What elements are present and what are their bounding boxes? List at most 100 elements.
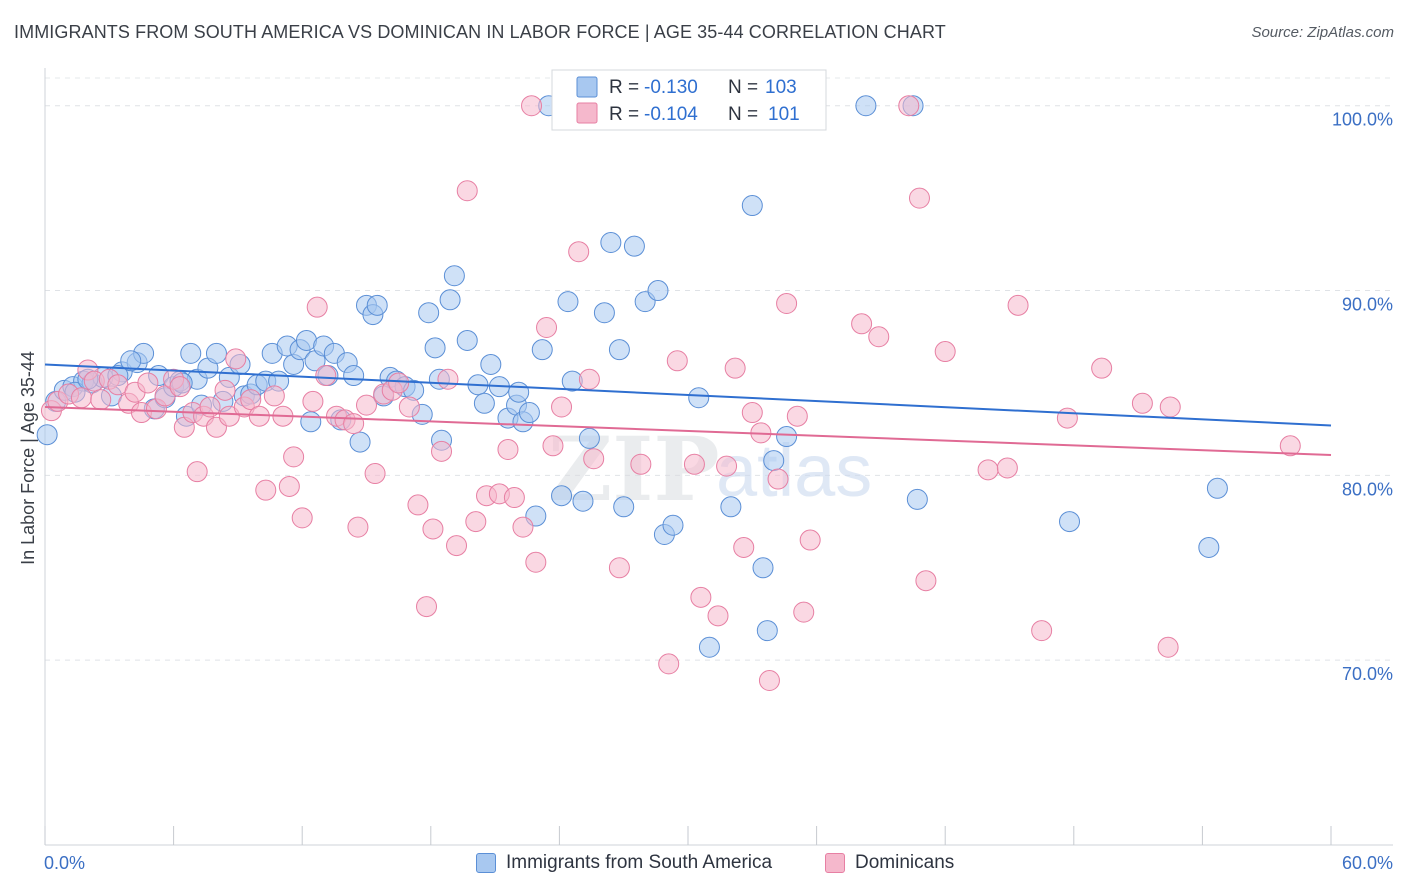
legend-r-value-2: -0.104 (644, 104, 698, 125)
dominicans-point-48 (407, 494, 429, 516)
legend-n-value-1: 103 (765, 77, 797, 98)
immigrants-point-89 (776, 426, 798, 448)
legend-swatch-pink (576, 102, 598, 124)
dominicans-point-40 (343, 413, 365, 435)
trend-line-immigrants (44, 363, 1332, 427)
dominicans-point-27 (240, 389, 262, 411)
immigrants-point-58 (473, 392, 495, 414)
dominicans-point-71 (658, 653, 680, 675)
immigrants-point-77 (623, 235, 645, 257)
dominicans-point-86 (799, 529, 821, 551)
immigrants-point-73 (593, 302, 615, 324)
y-tick-label-2: 80.0% (1342, 479, 1393, 499)
immigrants-point-92 (906, 488, 928, 510)
legend-swatch-dominicans (825, 853, 845, 873)
dominicans-point-70 (630, 453, 652, 475)
dominicans-point-43 (364, 463, 386, 485)
immigrants-point-83 (698, 636, 720, 658)
dominicans-point-58 (497, 438, 519, 460)
dominicans-point-85 (793, 601, 815, 623)
immigrants-point-95 (1206, 477, 1228, 499)
dominicans-point-30 (263, 385, 285, 407)
dominicans-point-60 (512, 516, 534, 538)
dominicans-point-72 (666, 350, 688, 372)
y-tick-labels: 100.0% 90.0% 80.0% 70.0% (1332, 110, 1393, 684)
immigrants-point-54 (439, 289, 461, 311)
source-label: Source: ZipAtlas.com (1251, 24, 1394, 41)
immigrants-point-86 (752, 557, 774, 579)
immigrants-point-68 (551, 485, 573, 507)
immigrants-point-81 (662, 514, 684, 536)
legend-r-value-1: -0.130 (644, 77, 698, 98)
axes (44, 68, 1393, 846)
dominicans-point-98 (1091, 357, 1113, 379)
immigrants-point-94 (1198, 536, 1220, 558)
dominicans-point-90 (908, 187, 930, 209)
y-tick-label-3: 70.0% (1342, 664, 1393, 684)
immigrants-point-71 (572, 490, 594, 512)
legend-r-label-1: R = (609, 77, 639, 98)
dominicans-point-12 (137, 372, 159, 394)
dominicans-point-79 (741, 402, 763, 424)
dominicans-point-76 (716, 455, 738, 477)
dominicans-point-97 (1056, 407, 1078, 429)
legend-item-immigrants: Immigrants from South America (476, 852, 772, 874)
dominicans-point-65 (551, 396, 573, 418)
dominicans-point-41 (347, 516, 369, 538)
dominicans-point-24 (218, 405, 240, 427)
dominicans-point-47 (398, 396, 420, 418)
immigrants-point-44 (366, 294, 388, 316)
dominicans-point-35 (302, 390, 324, 412)
dominicans-point-73 (683, 453, 705, 475)
chart-title: IMMIGRANTS FROM SOUTH AMERICA VS DOMINIC… (14, 22, 946, 42)
dominicans-point-77 (724, 357, 746, 379)
dominicans-point-81 (758, 670, 780, 692)
immigrants-point-66 (531, 339, 553, 361)
legend-n-label-2: N = (728, 104, 758, 125)
y-tick-label-1: 90.0% (1342, 295, 1393, 315)
immigrants-point-99 (120, 350, 142, 372)
dominicans-point-46 (388, 372, 410, 394)
immigrants-point-41 (349, 431, 371, 453)
immigrants-point-52 (424, 337, 446, 359)
dominicans-point-69 (608, 557, 630, 579)
dominicans-point-42 (356, 394, 377, 416)
immigrants-point-84 (720, 496, 742, 518)
immigrants-point-74 (600, 231, 622, 253)
dominicans-point-36 (306, 296, 328, 318)
immigrants-point-93 (1059, 511, 1081, 533)
dominicans-point-74 (690, 586, 712, 608)
immigrants-point-102 (300, 411, 322, 433)
dominicans-point-51 (431, 440, 453, 462)
legend-swatch-immigrants (476, 853, 496, 873)
dominicans-point-93 (977, 459, 999, 481)
dominicans-point-29 (255, 479, 277, 501)
dominicans-point-102 (1279, 435, 1301, 457)
bottom-legend: Immigrants from South America Dominicans (0, 852, 1406, 880)
immigrants-point-104 (508, 381, 530, 403)
dominicans-point-32 (278, 475, 300, 497)
dominicans-point-84 (786, 405, 808, 427)
dominicans-point-78 (733, 536, 755, 558)
immigrants-point-0 (36, 424, 58, 446)
trend-lines (44, 363, 1332, 457)
x-tick-label-left: 0.0% (44, 853, 85, 873)
immigrants-point-88 (763, 450, 785, 472)
dominicans-point-34 (291, 507, 313, 529)
dominicans-point-89 (898, 95, 920, 117)
dominicans-point-68 (583, 448, 605, 470)
x-tick-label-right: 60.0% (1342, 853, 1393, 873)
dominicans-point-83 (776, 292, 798, 314)
dominicans-point-75 (707, 605, 729, 627)
dominicans-point-99 (1131, 392, 1153, 414)
y-tick-label-0: 100.0% (1332, 110, 1393, 130)
dominicans-point-33 (283, 446, 305, 468)
dominicans-point-59 (503, 487, 525, 509)
immigrants-point-75 (608, 339, 630, 361)
dominicans-point-91 (915, 570, 937, 592)
dominicans-point-52 (437, 368, 459, 390)
immigrants-point-87 (756, 620, 778, 642)
legend-n-value-2: 101 (768, 104, 800, 125)
dominicans-point-62 (525, 551, 547, 573)
dominicans-point-94 (996, 457, 1018, 479)
